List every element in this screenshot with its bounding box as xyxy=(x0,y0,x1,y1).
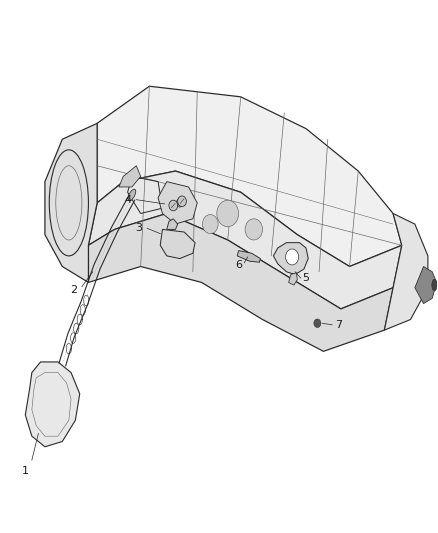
Polygon shape xyxy=(97,86,402,266)
Text: 2: 2 xyxy=(70,285,77,295)
Polygon shape xyxy=(119,166,141,187)
Polygon shape xyxy=(88,214,393,351)
Text: 4: 4 xyxy=(124,195,131,205)
Circle shape xyxy=(202,215,218,233)
Polygon shape xyxy=(45,123,97,282)
Polygon shape xyxy=(289,273,297,285)
Text: 7: 7 xyxy=(335,320,342,330)
Text: 1: 1 xyxy=(22,466,29,475)
Polygon shape xyxy=(167,219,178,229)
Polygon shape xyxy=(160,229,195,259)
Circle shape xyxy=(178,196,186,207)
Polygon shape xyxy=(88,171,402,309)
Circle shape xyxy=(286,249,299,265)
Text: 6: 6 xyxy=(235,261,242,270)
Polygon shape xyxy=(415,266,437,304)
Text: 3: 3 xyxy=(135,223,142,233)
Polygon shape xyxy=(25,362,80,447)
Circle shape xyxy=(217,200,239,227)
Circle shape xyxy=(169,200,178,211)
Ellipse shape xyxy=(128,189,136,200)
Circle shape xyxy=(177,199,184,207)
Ellipse shape xyxy=(432,279,437,291)
Polygon shape xyxy=(237,251,260,262)
Polygon shape xyxy=(273,243,308,274)
Text: 5: 5 xyxy=(303,273,310,283)
Polygon shape xyxy=(385,214,428,330)
Circle shape xyxy=(314,319,321,327)
Circle shape xyxy=(245,219,262,240)
Polygon shape xyxy=(158,182,197,224)
